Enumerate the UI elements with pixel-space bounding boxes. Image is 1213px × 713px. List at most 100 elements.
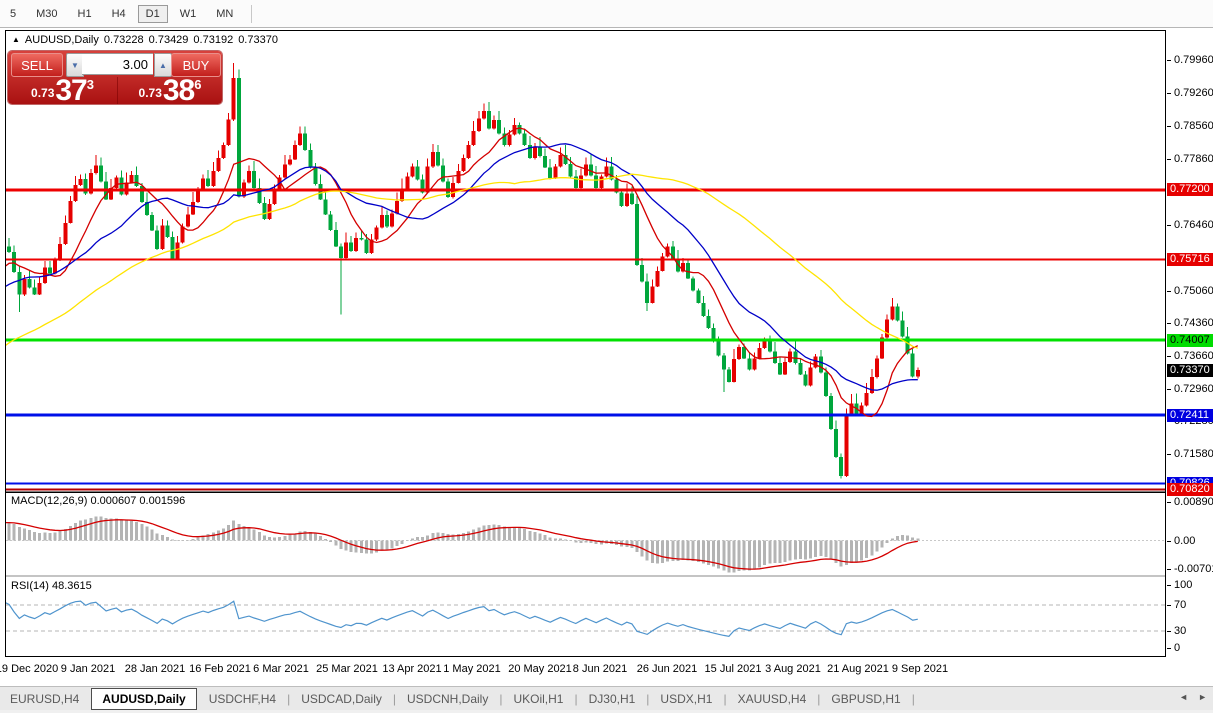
- axis-tick: [1167, 585, 1171, 586]
- axis-tick: [1167, 648, 1171, 649]
- ohlc-close: 0.73370: [238, 34, 278, 46]
- tab-separator: |: [574, 692, 578, 706]
- date-label: 15 Jul 2021: [704, 663, 762, 675]
- ohlc-open: 0.73228: [103, 34, 144, 46]
- tab-separator: |: [499, 692, 503, 706]
- tab-separator: |: [646, 692, 650, 706]
- timeframe-button-d1[interactable]: D1: [137, 4, 168, 23]
- axis-tick: [1167, 502, 1171, 503]
- chart-tab-bar: EURUSD,H4 AUDUSD,Daily USDCHF,H4 | USDCAD,Da…: [0, 686, 1213, 711]
- buy-price-prefix: 0.73: [138, 86, 162, 100]
- one-click-trade-panel: SELL ▼ ▲ BUY 0.73 37 3 0.73 38 6: [8, 51, 222, 107]
- tab-eurusd-h4[interactable]: EURUSD,H4: [10, 692, 80, 706]
- date-axis: 19 Dec 2020 9 Jan 2021 28 Jan 2021 16 Feb 2…: [0, 661, 1213, 679]
- tab-separator: |: [287, 692, 291, 706]
- price-tick-label: 0.79960: [1174, 54, 1213, 66]
- timeframe-button-h4[interactable]: H4: [111, 7, 126, 20]
- chart-header: ▲ AUDUSD,Daily 0.73228 0.73429 0.73192 0…: [12, 34, 278, 46]
- axis-tick: [1167, 224, 1171, 226]
- sell-button[interactable]: SELL: [11, 53, 63, 77]
- axis-tick: [1167, 605, 1171, 606]
- tab-ukoil-h1[interactable]: UKOil,H1: [513, 692, 564, 706]
- timeframe-button-w1[interactable]: W1: [179, 7, 197, 20]
- collapse-icon[interactable]: ▲: [12, 34, 20, 44]
- axis-tick: [1167, 421, 1171, 423]
- price-level-badge: 0.73370: [1167, 363, 1213, 377]
- date-label: 13 Apr 2021: [382, 663, 442, 675]
- tab-gbpusd-h1[interactable]: GBPUSD,H1: [831, 692, 901, 706]
- macd-axis-label: -0.007013: [1174, 563, 1213, 575]
- price-tick-label: 0.72960: [1174, 383, 1213, 396]
- price-tick-label: 0.77860: [1174, 152, 1213, 165]
- axis-tick: [1167, 323, 1171, 325]
- sell-price[interactable]: 0.73 37 3: [8, 74, 118, 107]
- date-label: 9 Jan 2021: [60, 663, 116, 675]
- tab-xauusd-h4[interactable]: XAUUSD,H4: [737, 692, 807, 706]
- tab-usdcad-daily[interactable]: USDCAD,Daily: [301, 692, 382, 706]
- price-level-badge: 0.74007: [1167, 333, 1213, 347]
- price-axis: 0.79960 0.79260 0.78560 0.77860 0.76460 0.750…: [1167, 30, 1213, 657]
- timeframe-button-5[interactable]: 5: [10, 7, 17, 20]
- buy-button[interactable]: BUY: [171, 53, 221, 77]
- tab-audusd-daily[interactable]: AUDUSD,Daily: [91, 688, 197, 710]
- price-level-badge: 0.77200: [1167, 183, 1213, 197]
- buy-price-big: 38: [162, 74, 195, 107]
- macd-axis-label: 0.008904: [1174, 496, 1213, 508]
- timeframe-toolbar: 5 M30 H1 H4 D1 W1 MN: [0, 0, 1213, 28]
- axis-tick: [1167, 60, 1171, 61]
- timeframe-button-h1[interactable]: H1: [77, 7, 92, 20]
- tab-usdcnh-daily[interactable]: USDCNH,Daily: [407, 692, 489, 706]
- macd-indicator-label: MACD(12,26,9) 0.000607 0.001596: [11, 495, 186, 507]
- date-label: 19 Dec 2020: [0, 663, 59, 675]
- rsi-axis-label: 100: [1174, 579, 1193, 591]
- date-label: 20 May 2021: [508, 663, 572, 675]
- rsi-indicator-label: RSI(14) 48.3615: [11, 580, 92, 592]
- date-label: 28 Jan 2021: [124, 663, 186, 675]
- price-chart[interactable]: [6, 31, 1165, 656]
- rsi-axis-label: 0: [1174, 642, 1181, 654]
- axis-tick: [1167, 125, 1171, 127]
- tab-scroll-right-icon[interactable]: ►: [1198, 692, 1207, 702]
- sell-price-pips: 3: [86, 77, 94, 92]
- tab-dj30-h1[interactable]: DJ30,H1: [588, 692, 636, 706]
- date-label: 3 Aug 2021: [765, 663, 821, 675]
- price-tick-label: 0.73660: [1174, 350, 1213, 363]
- tab-usdx-h1[interactable]: USDX,H1: [660, 692, 713, 706]
- toolbar-separator: [251, 4, 253, 23]
- rsi-axis-label: 30: [1174, 625, 1187, 637]
- buy-price[interactable]: 0.73 38 6: [118, 74, 222, 107]
- ohlc-low: 0.73192: [193, 34, 234, 46]
- price-tick-label: 0.71580: [1174, 448, 1213, 461]
- buy-price-pips: 6: [194, 77, 202, 92]
- axis-tick: [1167, 389, 1171, 391]
- date-label: 26 Jun 2021: [636, 663, 698, 675]
- date-label: 9 Sep 2021: [891, 663, 949, 675]
- price-tick-label: 0.76460: [1174, 218, 1213, 231]
- date-label: 16 Feb 2021: [189, 663, 251, 675]
- ohlc-high: 0.73429: [148, 34, 189, 46]
- axis-tick: [1167, 356, 1171, 358]
- chart-window[interactable]: [5, 30, 1166, 657]
- date-label: 25 Mar 2021: [316, 663, 378, 675]
- volume-input[interactable]: [82, 53, 153, 75]
- axis-tick: [1167, 290, 1171, 292]
- axis-tick: [1167, 541, 1171, 542]
- price-level-badge: 0.70820: [1167, 483, 1213, 496]
- price-tick-label: 0.75060: [1174, 284, 1213, 297]
- date-label: 8 Jun 2021: [572, 663, 628, 675]
- date-label: 6 Mar 2021: [253, 663, 309, 675]
- sell-price-big: 37: [55, 74, 87, 107]
- date-label: 1 May 2021: [443, 663, 501, 675]
- chart-symbol: AUDUSD,Daily: [24, 34, 99, 46]
- tab-separator: |: [817, 692, 821, 706]
- axis-tick: [1167, 454, 1171, 456]
- axis-tick: [1167, 158, 1171, 160]
- tab-scroll-left-icon[interactable]: ◄: [1179, 692, 1189, 702]
- timeframe-button-mn[interactable]: MN: [216, 7, 234, 20]
- chevron-up-icon: ▲: [159, 60, 167, 70]
- date-label: 21 Aug 2021: [827, 663, 889, 675]
- sell-price-prefix: 0.73: [31, 86, 55, 100]
- timeframe-button-m30[interactable]: M30: [36, 7, 58, 20]
- macd-axis-label: 0.00: [1174, 535, 1196, 547]
- tab-usdchf-h4[interactable]: USDCHF,H4: [208, 692, 277, 706]
